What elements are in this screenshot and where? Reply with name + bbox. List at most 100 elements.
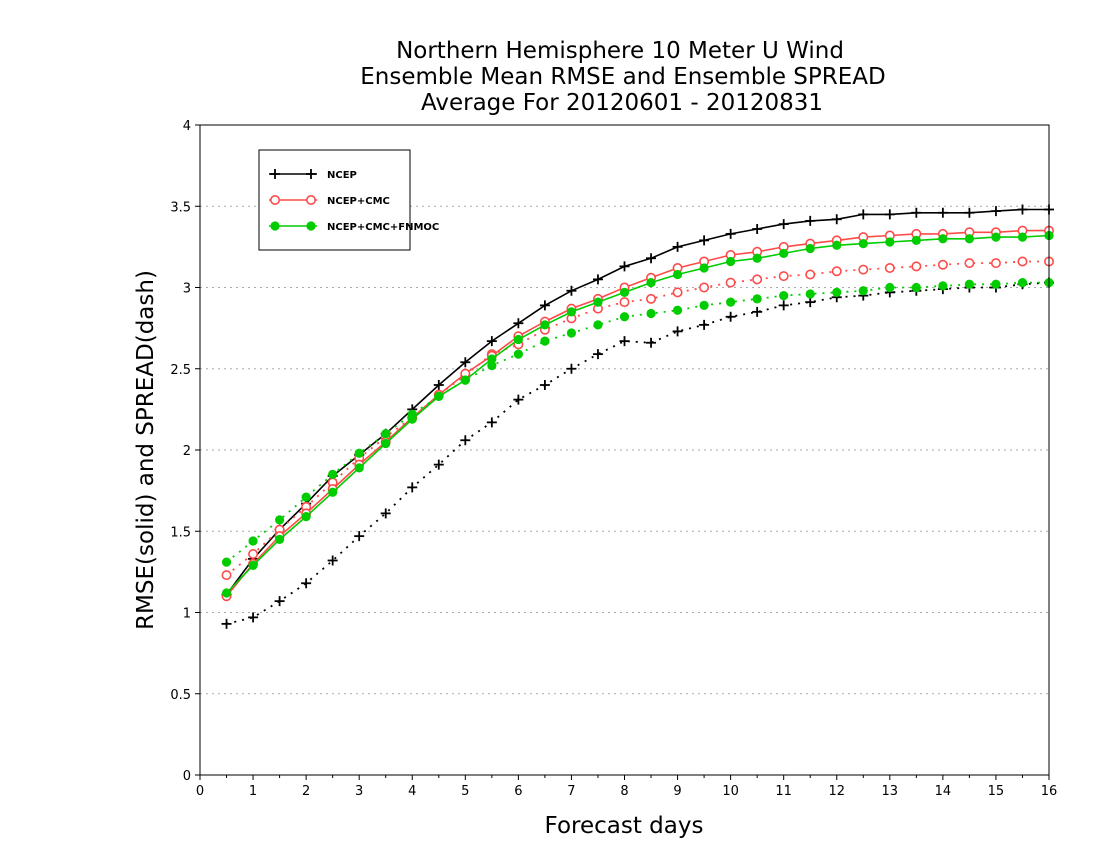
- rmse-point: [964, 234, 975, 244]
- spread-point: [726, 297, 736, 307]
- rmse-point: [752, 253, 762, 263]
- series-ncep-cmc-spread: [221, 256, 1055, 581]
- rmse-point: [646, 253, 657, 264]
- spread-point: [672, 305, 683, 315]
- x-tick-label: 3: [355, 784, 363, 799]
- spread-point: [354, 531, 365, 542]
- series-ncep-cmc-fnmoc-rmse: [221, 230, 1054, 598]
- rmse-point: [407, 414, 417, 424]
- spread-point: [990, 258, 1001, 269]
- spread-point: [433, 459, 444, 470]
- spread-point: [248, 536, 258, 546]
- spread-point: [301, 578, 312, 589]
- x-tick-label: 5: [461, 784, 469, 799]
- rmse-point: [779, 248, 789, 258]
- spread-point: [354, 448, 364, 458]
- spread-point: [885, 282, 895, 293]
- spread-point: [460, 435, 471, 446]
- legend-marker-right: [305, 195, 316, 206]
- spread-point: [221, 557, 232, 567]
- spread-point: [725, 311, 736, 322]
- rmse-point: [884, 209, 895, 220]
- x-tick-label: 11: [775, 784, 792, 799]
- spread-point: [248, 548, 259, 559]
- rmse-point: [805, 243, 815, 254]
- spread-line: [225, 260, 1049, 576]
- legend-entry: NCEP: [269, 169, 357, 181]
- rmse-point: [434, 391, 444, 401]
- spread-point: [592, 349, 603, 360]
- rmse-point: [964, 207, 975, 218]
- rmse-point: [487, 354, 497, 364]
- rmse-point: [539, 300, 550, 311]
- rmse-point: [990, 206, 1001, 217]
- spread-point: [221, 570, 232, 581]
- spread-line: [225, 281, 1049, 563]
- spread-point: [699, 282, 710, 293]
- spread-point: [831, 266, 842, 277]
- rmse-point: [301, 512, 311, 522]
- spread-point: [381, 429, 391, 439]
- legend-marker-right: [306, 221, 316, 231]
- rmse-point: [354, 463, 364, 473]
- spread-point: [566, 363, 577, 374]
- spread-point: [699, 319, 710, 330]
- spread-point: [513, 394, 524, 405]
- spread-point: [248, 612, 259, 623]
- y-tick-label: 2.5: [170, 363, 191, 378]
- legend: NCEP NCEP+CMC NCEP+CMC+FNMOC: [258, 149, 439, 251]
- spread-point: [274, 596, 285, 607]
- rmse-point: [328, 487, 338, 497]
- spread-point: [274, 515, 285, 525]
- rmse-point: [566, 307, 577, 317]
- spread-point: [487, 360, 497, 371]
- spread-point: [619, 336, 630, 347]
- x-tick-label: 2: [302, 784, 310, 799]
- x-tick-label: 7: [567, 784, 575, 799]
- rmse-point: [513, 334, 523, 345]
- spread-point: [1017, 256, 1028, 267]
- spread-point: [619, 297, 630, 308]
- rmse-point: [486, 336, 497, 347]
- rmse-point: [778, 219, 789, 230]
- legend-entry: NCEP+CMC+FNMOC: [269, 221, 439, 233]
- spread-point: [699, 300, 709, 310]
- x-tick-label: 6: [514, 784, 522, 799]
- spread-point: [778, 271, 789, 282]
- spread-point: [937, 259, 948, 270]
- x-tick-label: 0: [196, 784, 204, 799]
- y-axis-title: RMSE(solid) and SPREAD(dash): [133, 270, 159, 630]
- spread-point: [407, 482, 418, 493]
- rmse-point: [991, 232, 1001, 242]
- spread-point: [832, 287, 842, 297]
- series-ncep-cmc-rmse: [221, 225, 1055, 602]
- spread-point: [672, 287, 683, 298]
- spread-point: [1017, 278, 1028, 288]
- spread-point: [513, 349, 523, 359]
- y-tick-label: 0.5: [170, 688, 191, 703]
- rmse-point: [832, 240, 842, 250]
- spread-point: [328, 469, 338, 479]
- legend-label: NCEP: [327, 170, 357, 181]
- rmse-point: [221, 588, 232, 598]
- rmse-point: [248, 560, 258, 570]
- rmse-point: [699, 235, 710, 246]
- spread-point: [221, 618, 232, 629]
- rmse-point: [592, 274, 603, 285]
- grid: [200, 205, 1049, 695]
- spread-point: [646, 308, 656, 319]
- rmse-point: [937, 207, 948, 218]
- spread-point: [991, 279, 1001, 289]
- legend-entry: NCEP+CMC: [269, 195, 390, 207]
- spread-point: [646, 293, 657, 304]
- series-layer: [221, 204, 1055, 629]
- y-tick-label: 1: [183, 607, 191, 622]
- plot-frame: [199, 124, 1050, 776]
- x-tick-label: 9: [673, 784, 681, 799]
- x-tick-label: 14: [935, 784, 952, 799]
- rmse-point: [672, 269, 683, 280]
- y-tick-label: 3.5: [170, 200, 191, 215]
- x-tick-label: 16: [1041, 784, 1058, 799]
- x-tick-label: 8: [620, 784, 628, 799]
